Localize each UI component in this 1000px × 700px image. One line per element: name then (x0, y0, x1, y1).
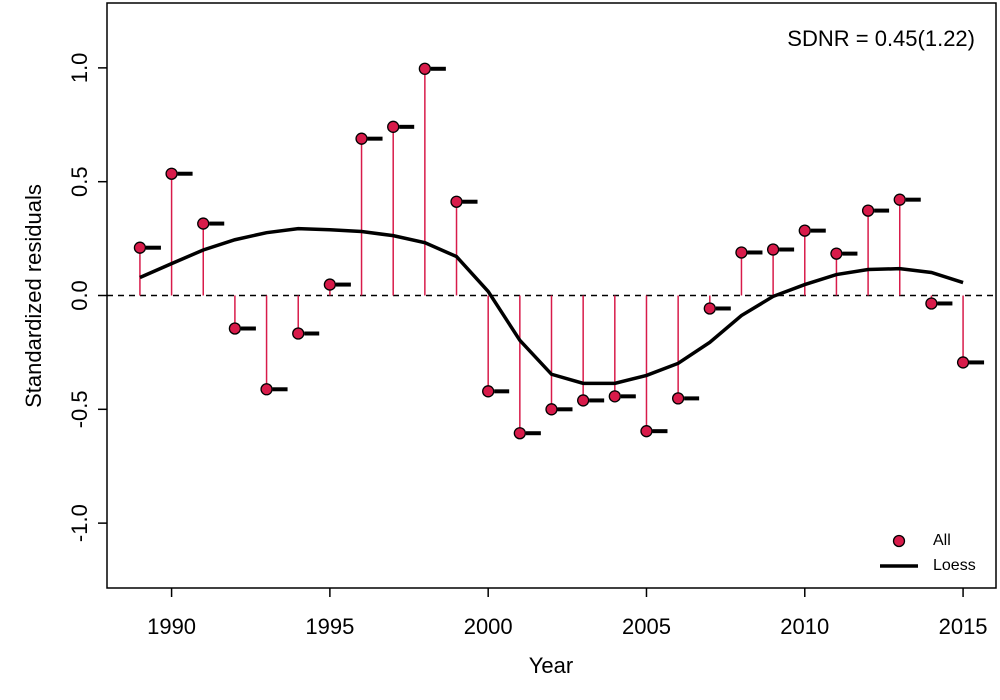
x-axis-label: Year (529, 653, 573, 678)
point (165, 167, 178, 180)
x-tick-label: 2010 (780, 614, 829, 639)
x-tick-label: 2015 (939, 614, 988, 639)
point (703, 302, 716, 315)
point (640, 425, 653, 438)
point (577, 394, 590, 407)
point (418, 62, 432, 75)
point (798, 224, 811, 237)
point (766, 243, 780, 256)
y-tick-label: 0.0 (67, 280, 92, 311)
x-tick-label: 2000 (464, 614, 513, 639)
point (292, 327, 305, 340)
legend-label: Loess (933, 557, 976, 574)
point (133, 241, 147, 254)
point (482, 385, 495, 398)
x-tick-label: 1990 (147, 614, 196, 639)
point (545, 403, 558, 416)
y-axis-label: Standardized residuals (21, 184, 46, 408)
point (387, 120, 400, 133)
point (861, 204, 875, 217)
point (830, 247, 843, 260)
point (355, 132, 368, 145)
point (735, 246, 748, 259)
loess-line (139, 226, 964, 386)
point (956, 356, 970, 369)
point (893, 193, 906, 206)
legend-point (892, 534, 906, 548)
point (671, 392, 685, 405)
legend-label: All (933, 532, 951, 549)
point (228, 322, 242, 335)
point (513, 427, 526, 440)
point (260, 383, 273, 396)
x-tick-label: 1995 (305, 614, 354, 639)
x-tick-label: 2005 (622, 614, 671, 639)
point (197, 217, 210, 230)
y-tick-label: 0.5 (67, 166, 92, 197)
y-tick-label: -0.5 (67, 390, 92, 428)
point (450, 195, 463, 208)
annotation: SDNR = 0.45(1.22) (787, 26, 975, 51)
point (925, 297, 938, 310)
y-tick-label: -1.0 (67, 504, 92, 542)
y-tick-label: 1.0 (67, 53, 92, 84)
point (608, 390, 621, 403)
point (323, 278, 337, 291)
